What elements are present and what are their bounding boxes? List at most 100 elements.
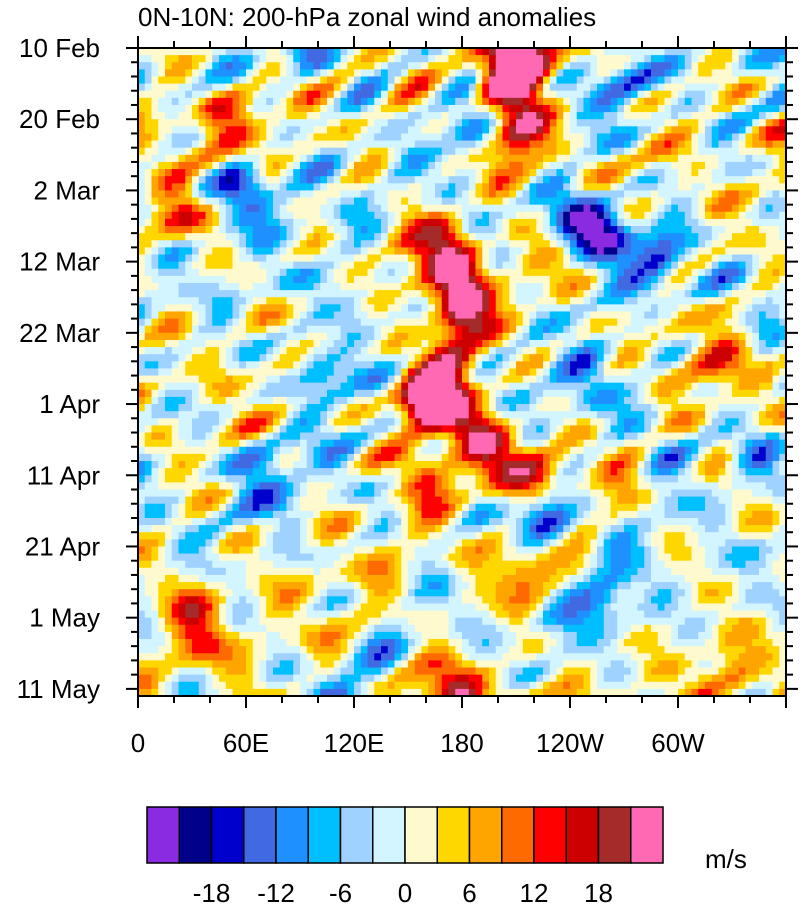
heatmap-cell — [320, 104, 328, 113]
heatmap-cell — [678, 240, 686, 248]
heatmap-cell — [138, 247, 146, 256]
heatmap-cell — [630, 233, 639, 241]
heatmap-cell — [570, 161, 578, 170]
heatmap-cell — [421, 197, 429, 206]
heatmap-cell — [198, 339, 207, 348]
heatmap-cell — [732, 119, 740, 127]
heatmap-cell — [394, 304, 402, 313]
heatmap-cell — [664, 368, 672, 377]
heatmap-cell — [171, 147, 180, 156]
heatmap-cell — [765, 83, 774, 92]
heatmap-cell — [401, 382, 409, 391]
heatmap-cell — [732, 55, 740, 63]
heatmap-cell — [570, 382, 578, 391]
heatmap-cell — [529, 83, 537, 92]
heatmap-cell — [252, 297, 261, 305]
heatmap-cell — [435, 226, 443, 234]
heatmap-cell — [239, 311, 247, 320]
heatmap-cell — [522, 211, 531, 220]
heatmap-cell — [387, 104, 396, 113]
heatmap-cell — [502, 247, 510, 256]
heatmap-cell — [347, 411, 355, 419]
heatmap-cell — [165, 411, 173, 419]
heatmap-cell — [421, 404, 429, 412]
heatmap-cell — [678, 226, 686, 234]
heatmap-cell — [185, 104, 193, 113]
heatmap-cell — [441, 297, 450, 305]
heatmap-cell — [617, 218, 625, 227]
heatmap-cell — [732, 404, 740, 412]
heatmap-cell — [394, 389, 402, 398]
heatmap-cell — [421, 176, 429, 184]
heatmap-cell — [495, 119, 504, 127]
heatmap-cell — [765, 304, 774, 313]
heatmap-cell — [529, 76, 537, 85]
heatmap-cell — [212, 211, 220, 220]
heatmap-cell — [630, 382, 639, 391]
heatmap-cell — [651, 197, 659, 206]
heatmap-cell — [327, 268, 335, 277]
heatmap-cell — [489, 190, 497, 199]
heatmap-cell — [624, 304, 632, 313]
heatmap-cell — [138, 226, 146, 234]
heatmap-cell — [327, 361, 335, 370]
heatmap-cell — [698, 354, 706, 362]
heatmap-cell — [738, 112, 747, 120]
heatmap-cell — [151, 361, 159, 370]
heatmap-cell — [441, 161, 450, 170]
heatmap-cell — [576, 197, 585, 206]
heatmap-cell — [711, 233, 720, 241]
heatmap-cell — [617, 396, 625, 405]
heatmap-cell — [738, 268, 747, 277]
heatmap-cell — [428, 226, 436, 234]
heatmap-cell — [637, 332, 645, 341]
heatmap-cell — [738, 169, 747, 177]
heatmap-cell — [462, 361, 470, 370]
heatmap-cell — [597, 404, 605, 412]
heatmap-cell — [509, 133, 517, 142]
heatmap-cell — [556, 361, 564, 370]
heatmap-cell — [293, 112, 301, 120]
heatmap-cell — [644, 354, 652, 362]
heatmap-cell — [576, 76, 585, 85]
heatmap-cell — [691, 382, 699, 391]
heatmap-cell — [725, 247, 733, 256]
heatmap-cell — [232, 254, 240, 263]
heatmap-cell — [698, 55, 706, 63]
heatmap-cell — [725, 48, 733, 56]
heatmap-cell — [556, 332, 564, 341]
heatmap-cell — [441, 254, 450, 263]
heatmap-cell — [408, 226, 416, 234]
heatmap-cell — [394, 119, 402, 127]
heatmap-cell — [394, 318, 402, 327]
heatmap-cell — [644, 62, 652, 70]
heatmap-cell — [576, 211, 585, 220]
heatmap-cell — [354, 197, 362, 206]
heatmap-cell — [448, 126, 456, 135]
heatmap-cell — [705, 297, 713, 305]
heatmap-cell — [462, 211, 470, 220]
heatmap-cell — [570, 268, 578, 277]
heatmap-cell — [252, 119, 261, 127]
heatmap-cell — [583, 154, 591, 163]
heatmap-cell — [333, 361, 342, 370]
heatmap-cell — [765, 368, 774, 377]
heatmap-cell — [462, 240, 470, 248]
heatmap-cell — [300, 55, 308, 63]
heatmap-cell — [556, 339, 564, 348]
heatmap-cell — [219, 375, 227, 384]
heatmap-cell — [529, 169, 537, 177]
heatmap-cell — [414, 396, 423, 405]
heatmap-cell — [232, 304, 240, 313]
heatmap-cell — [340, 104, 348, 113]
heatmap-cell — [759, 97, 767, 106]
heatmap-cell — [198, 69, 207, 78]
heatmap-cell — [212, 69, 220, 78]
heatmap-cell — [408, 290, 416, 298]
heatmap-cell — [239, 161, 247, 170]
heatmap-cell — [698, 304, 706, 313]
heatmap-cell — [293, 218, 301, 227]
heatmap-cell — [232, 90, 240, 99]
heatmap-cell — [387, 176, 396, 184]
heatmap-cell — [536, 211, 544, 220]
